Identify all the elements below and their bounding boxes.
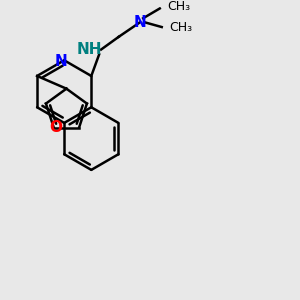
Text: N: N <box>55 54 68 69</box>
Text: O: O <box>49 120 62 135</box>
Text: CH₃: CH₃ <box>169 20 193 34</box>
Text: N: N <box>134 15 147 30</box>
Text: CH₃: CH₃ <box>168 0 191 13</box>
Text: NH: NH <box>76 42 102 57</box>
